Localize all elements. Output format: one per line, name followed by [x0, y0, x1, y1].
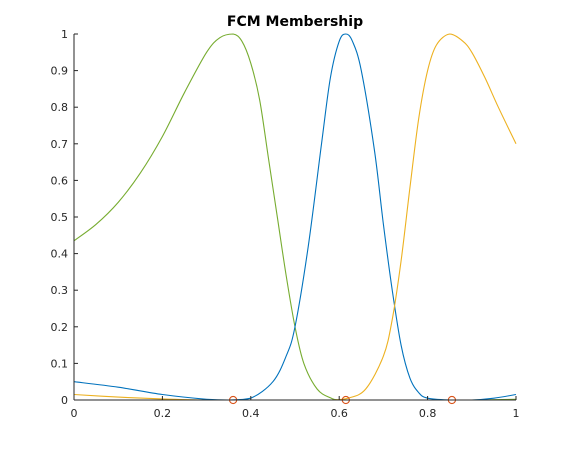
y-tick-label: 0 — [61, 394, 68, 407]
y-tick-label: 0.9 — [51, 65, 69, 78]
x-tick-label: 0.6 — [330, 407, 348, 420]
y-tick-label: 0.8 — [51, 101, 69, 114]
x-tick-label: 0.4 — [242, 407, 260, 420]
axes: 0 0.2 0.4 0.6 0.8 1 0 0.1 0.2 0.3 0.4 0.5 0.6 0.7 0.8 0… — [51, 28, 520, 420]
chart-title: FCM Membership — [227, 14, 363, 30]
y-tick-label: 0.2 — [51, 321, 69, 334]
y-tick-label: 0.3 — [51, 284, 69, 297]
plot-lines — [73, 33, 517, 401]
membership-curve-1 — [73, 33, 517, 401]
y-tick-label: 0.6 — [51, 174, 69, 187]
x-tick-label: 0.8 — [419, 407, 437, 420]
y-tick-label: 0.7 — [51, 138, 69, 151]
y-tick-label: 0.5 — [51, 211, 69, 224]
y-tick-label: 0.1 — [51, 357, 69, 370]
x-tick-label: 0 — [71, 407, 78, 420]
y-tick-label: 1 — [61, 28, 68, 41]
x-tick-label: 0.2 — [154, 407, 172, 420]
membership-curve-2 — [73, 33, 517, 401]
x-tick-label: 1 — [513, 407, 520, 420]
y-tick-label: 0.4 — [51, 248, 69, 261]
membership-curve-3 — [73, 33, 517, 401]
